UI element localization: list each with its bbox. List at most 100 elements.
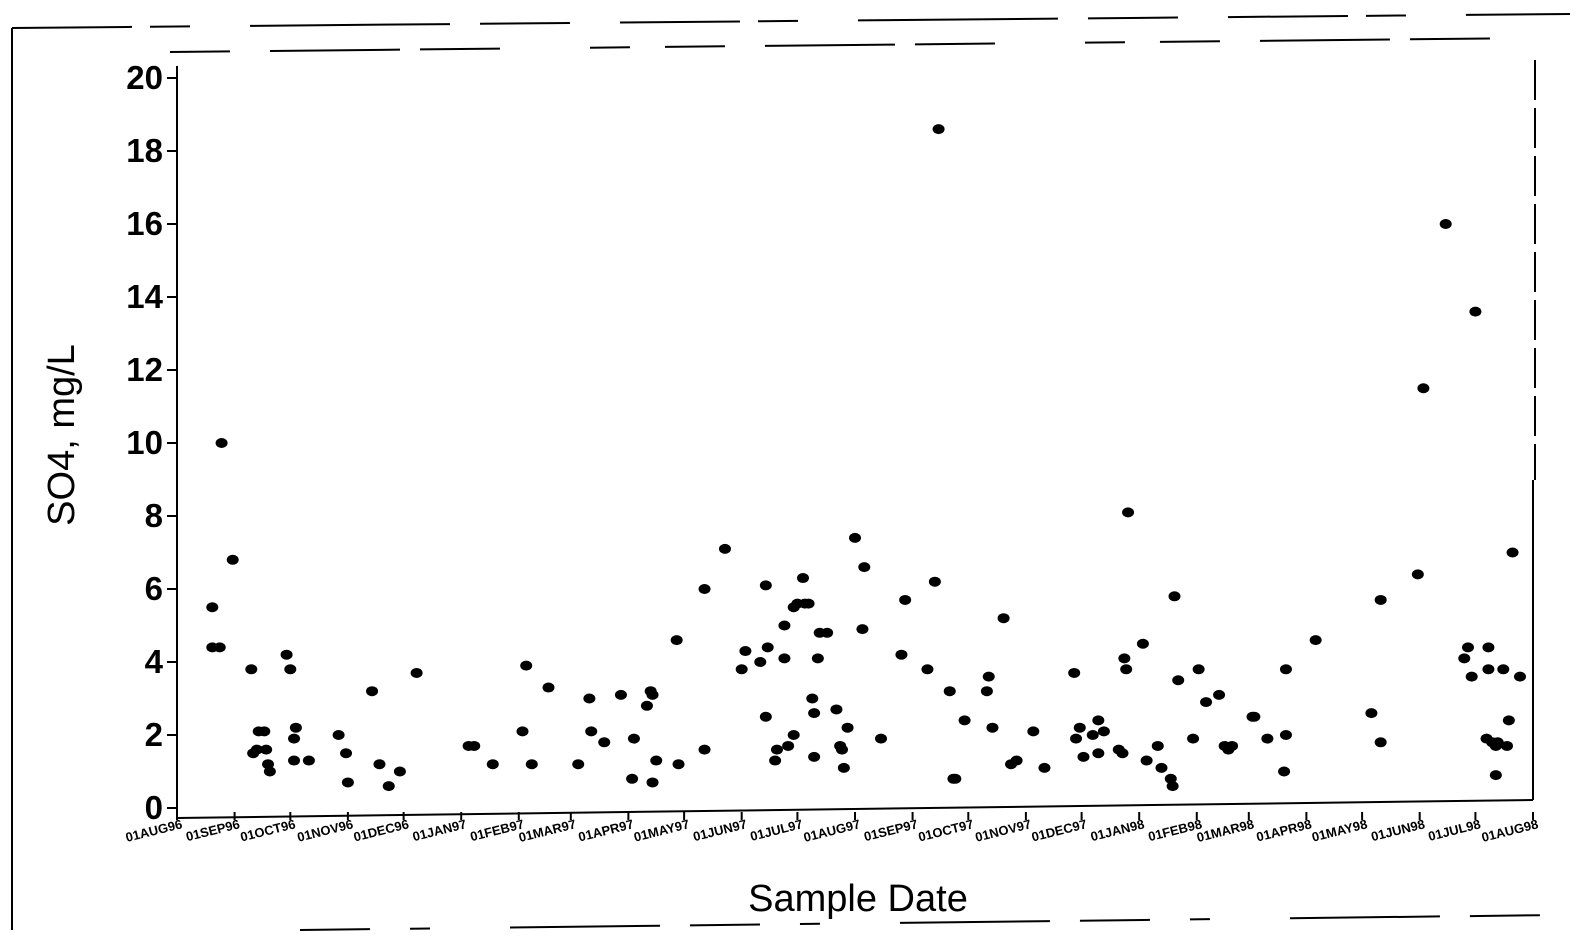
- data-point: [289, 722, 302, 733]
- data-point: [1502, 715, 1515, 726]
- data-point: [835, 744, 848, 755]
- data-point: [1309, 635, 1322, 646]
- data-point: [1506, 547, 1519, 558]
- data-point: [1365, 708, 1378, 719]
- data-point: [288, 733, 301, 744]
- data-point: [982, 671, 995, 682]
- data-point: [1140, 755, 1153, 766]
- data-point: [1417, 383, 1430, 394]
- data-point: [1439, 219, 1452, 229]
- y-axis-ticks: 0 2 4 6 8 10 12 14 16 18 20: [126, 59, 177, 826]
- x-tick-label: 01MAR97: [517, 816, 577, 845]
- data-point: [806, 693, 819, 704]
- data-point: [1086, 730, 1099, 740]
- data-point: [542, 682, 555, 693]
- y-tick-label: 2: [145, 716, 163, 753]
- data-point: [670, 635, 683, 646]
- data-point: [754, 657, 767, 667]
- x-tick-label: 01APR97: [577, 816, 635, 844]
- data-point: [525, 759, 538, 770]
- data-point: [1092, 748, 1105, 759]
- data-point: [373, 759, 386, 770]
- x-tick-label: 01NOV97: [974, 816, 1033, 844]
- data-point: [1261, 733, 1274, 744]
- data-point: [206, 602, 219, 613]
- data-point: [280, 649, 293, 660]
- x-tick-label: 01DEC97: [1030, 816, 1088, 844]
- data-point: [1168, 591, 1181, 602]
- data-point: [572, 759, 585, 770]
- x-tick-label: 01JUL98: [1427, 816, 1483, 843]
- y-tick-label: 8: [145, 497, 163, 534]
- x-tick-label: 01JAN98: [1089, 816, 1146, 844]
- x-tick-label: 01OCT97: [917, 816, 975, 844]
- data-point: [759, 711, 772, 722]
- data-point: [288, 755, 301, 766]
- y-tick-label: 4: [145, 643, 164, 680]
- data-point: [468, 740, 481, 751]
- x-tick-label: 01APR98: [1255, 816, 1313, 844]
- data-point: [627, 733, 640, 744]
- data-point: [341, 777, 354, 788]
- data-point: [585, 726, 598, 737]
- data-point: [796, 573, 809, 584]
- data-point: [213, 642, 226, 653]
- data-point: [1038, 762, 1051, 773]
- data-point: [332, 730, 345, 740]
- data-point: [1482, 664, 1495, 675]
- data-point: [1411, 569, 1424, 580]
- data-point: [787, 730, 800, 740]
- data-point: [646, 777, 659, 788]
- data-point: [841, 722, 854, 733]
- data-point: [1070, 733, 1083, 744]
- scan-artifact-lines: [11, 13, 1571, 931]
- data-point: [858, 562, 871, 573]
- data-point: [1491, 737, 1504, 748]
- data-points: [206, 124, 1526, 792]
- x-tick-label: 01MAY98: [1310, 816, 1369, 844]
- data-point: [837, 762, 850, 773]
- data-point: [1500, 740, 1513, 751]
- x-tick-label: 01JUL97: [749, 816, 805, 843]
- data-point: [1116, 748, 1129, 759]
- x-tick-label: 01AUG97: [802, 816, 862, 845]
- x-tick-label: 01AUG98: [1480, 816, 1540, 845]
- data-point: [245, 664, 258, 675]
- data-point: [366, 686, 379, 697]
- data-point: [410, 667, 423, 678]
- data-point: [875, 733, 888, 744]
- data-point: [808, 751, 821, 762]
- y-tick-label: 18: [126, 132, 163, 169]
- data-point: [1469, 306, 1482, 317]
- data-point: [1513, 671, 1526, 682]
- data-point: [263, 766, 276, 777]
- data-point: [520, 660, 533, 671]
- data-point: [215, 438, 228, 448]
- data-point: [1122, 507, 1135, 518]
- data-point: [778, 653, 791, 664]
- data-point: [250, 744, 263, 755]
- data-point: [698, 744, 711, 755]
- x-tick-label: 01NOV96: [296, 816, 355, 844]
- data-point: [1200, 697, 1213, 708]
- data-point: [260, 744, 273, 755]
- x-tick-label: 01SEP96: [184, 816, 241, 844]
- data-point: [921, 664, 934, 675]
- y-tick-label: 16: [126, 205, 163, 242]
- data-point: [1248, 711, 1261, 722]
- data-point: [1092, 715, 1105, 726]
- data-point: [672, 759, 685, 770]
- data-point: [997, 613, 1010, 624]
- data-point: [1461, 642, 1474, 653]
- x-tick-label: 01MAY97: [632, 816, 691, 844]
- x-tick-label: 01JUN97: [691, 816, 748, 844]
- data-point: [980, 686, 993, 697]
- data-point: [1166, 781, 1179, 792]
- data-point: [486, 759, 499, 770]
- data-point: [958, 715, 971, 726]
- y-tick-label: 10: [126, 424, 163, 461]
- y-tick-label: 20: [126, 59, 163, 96]
- data-point: [1279, 730, 1292, 740]
- y-tick-label: 14: [126, 278, 163, 315]
- data-point: [1192, 664, 1205, 675]
